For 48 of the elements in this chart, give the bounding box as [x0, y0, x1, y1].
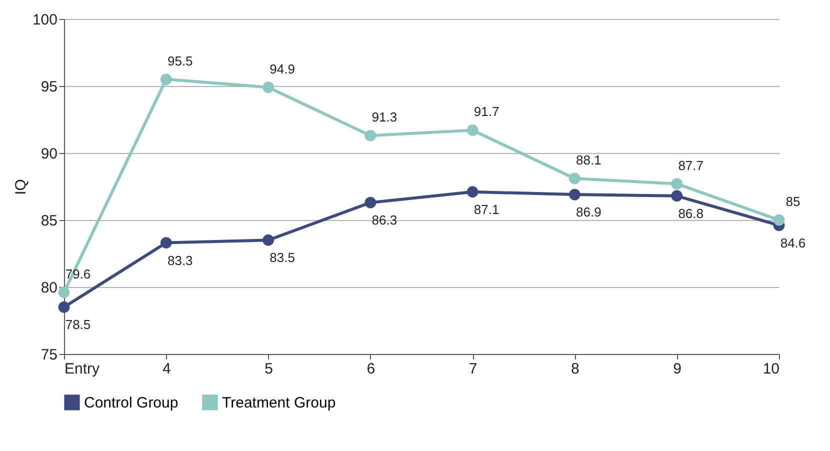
y-tick-label: 75	[40, 346, 58, 364]
point	[466, 124, 478, 136]
x-tick-label: Entry	[64, 360, 100, 378]
data-label: 86.9	[576, 204, 602, 220]
x-tick-label: 8	[571, 360, 580, 378]
point	[262, 82, 274, 94]
y-tick-label: 80	[40, 280, 58, 296]
x-tick-label: 10	[762, 360, 780, 378]
point	[569, 188, 580, 200]
legend-label: Treatment Group	[222, 394, 336, 412]
data-label: 95.5	[167, 53, 193, 68]
y-axis-title: IQ	[12, 179, 30, 195]
point	[58, 301, 70, 313]
data-label: 87.7	[678, 158, 704, 173]
point	[671, 178, 683, 190]
point	[773, 214, 785, 226]
y-tick-label: 85	[40, 212, 58, 230]
data-label: 91.3	[372, 110, 398, 125]
point	[671, 190, 683, 202]
x-tick-label: 6	[366, 360, 376, 378]
data-label: 94.9	[270, 61, 295, 76]
data-label: 86.3	[372, 212, 398, 228]
point	[364, 130, 376, 142]
point	[160, 237, 172, 248]
point	[364, 196, 376, 208]
y-tick-label: 90	[40, 146, 58, 162]
point	[58, 286, 70, 298]
point	[262, 234, 274, 246]
data-label: 88.1	[576, 152, 602, 168]
data-label: 78.5	[65, 317, 91, 332]
point	[160, 74, 172, 85]
x-tick-label: 7	[468, 360, 478, 378]
data-label: 91.7	[474, 104, 500, 120]
data-label: 85	[786, 194, 800, 209]
y-tick-label: 95	[40, 78, 58, 96]
data-label: 86.8	[678, 206, 704, 221]
point	[569, 172, 580, 184]
data-label: 84.6	[780, 235, 806, 250]
x-tick-label: 5	[264, 360, 273, 378]
data-label: 79.6	[65, 266, 91, 282]
data-label: 83.3	[167, 252, 193, 268]
data-label: 83.5	[270, 250, 295, 266]
y-tick-label: 100	[32, 12, 58, 28]
point	[466, 186, 478, 198]
x-tick-label: 9	[673, 360, 682, 378]
data-label: 87.1	[474, 202, 500, 217]
legend-label: Control Group	[84, 394, 178, 412]
x-tick-label: 4	[162, 360, 171, 378]
